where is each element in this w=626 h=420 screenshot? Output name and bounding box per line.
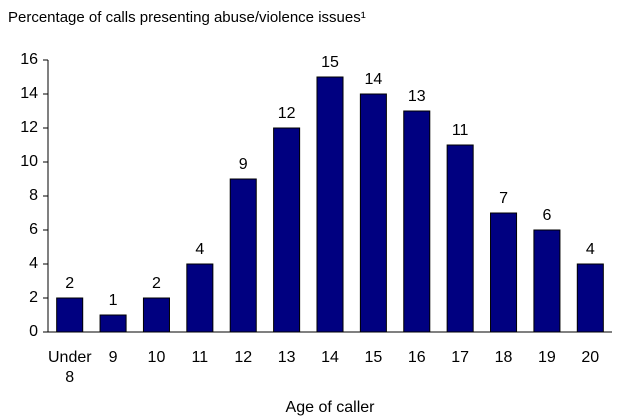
x-tick-label: 18 <box>494 349 513 366</box>
data-label: 11 <box>452 122 469 139</box>
y-tick-label: 0 <box>29 323 38 340</box>
x-tick-label: Under 8 <box>48 349 92 386</box>
x-tick-label: 13 <box>277 349 296 366</box>
x-tick-label: 12 <box>234 349 253 366</box>
bar <box>576 263 604 333</box>
data-label: 12 <box>278 105 296 122</box>
x-tick-label: 16 <box>407 349 426 366</box>
data-label: 2 <box>65 275 74 292</box>
x-tick-label: 9 <box>108 349 118 366</box>
y-tick-label: 8 <box>29 187 38 204</box>
data-label: 6 <box>542 207 551 224</box>
y-tick-label: 6 <box>29 221 38 238</box>
y-tick-label: 10 <box>20 153 38 170</box>
bar <box>186 263 214 333</box>
bar <box>533 229 561 333</box>
x-tick-label: 17 <box>451 349 470 366</box>
x-tick-label: 14 <box>321 349 339 366</box>
data-label: 14 <box>364 71 382 88</box>
bar <box>490 212 518 333</box>
data-label: 2 <box>152 275 161 292</box>
bar <box>403 110 431 333</box>
bar <box>316 76 344 333</box>
y-tick-label: 14 <box>20 85 38 102</box>
y-tick-label: 16 <box>20 51 38 68</box>
x-tick-label: 20 <box>581 349 600 366</box>
bar <box>142 297 170 333</box>
y-tick-label: 4 <box>29 255 38 272</box>
data-label: 7 <box>499 190 508 207</box>
data-label: 1 <box>109 292 118 309</box>
bar <box>99 314 127 333</box>
x-tick-label: 15 <box>364 349 383 366</box>
x-tick-label: 19 <box>538 349 556 366</box>
x-axis-title: Age of caller <box>286 399 376 416</box>
bar <box>229 178 257 333</box>
y-tick-label: 2 <box>29 289 38 306</box>
x-tick-label: 11 <box>191 349 209 366</box>
data-label: 4 <box>586 241 595 258</box>
bar <box>359 93 387 333</box>
data-label: 13 <box>408 88 426 105</box>
y-tick-label: 12 <box>20 119 38 136</box>
bar <box>56 297 84 333</box>
data-label: 4 <box>195 241 204 258</box>
x-tick-label: 10 <box>147 349 166 366</box>
bar <box>446 144 474 333</box>
data-label: 9 <box>239 156 248 173</box>
bar <box>273 127 301 333</box>
chart-title: Percentage of calls presenting abuse/vio… <box>8 9 366 26</box>
data-label: 15 <box>321 54 339 71</box>
